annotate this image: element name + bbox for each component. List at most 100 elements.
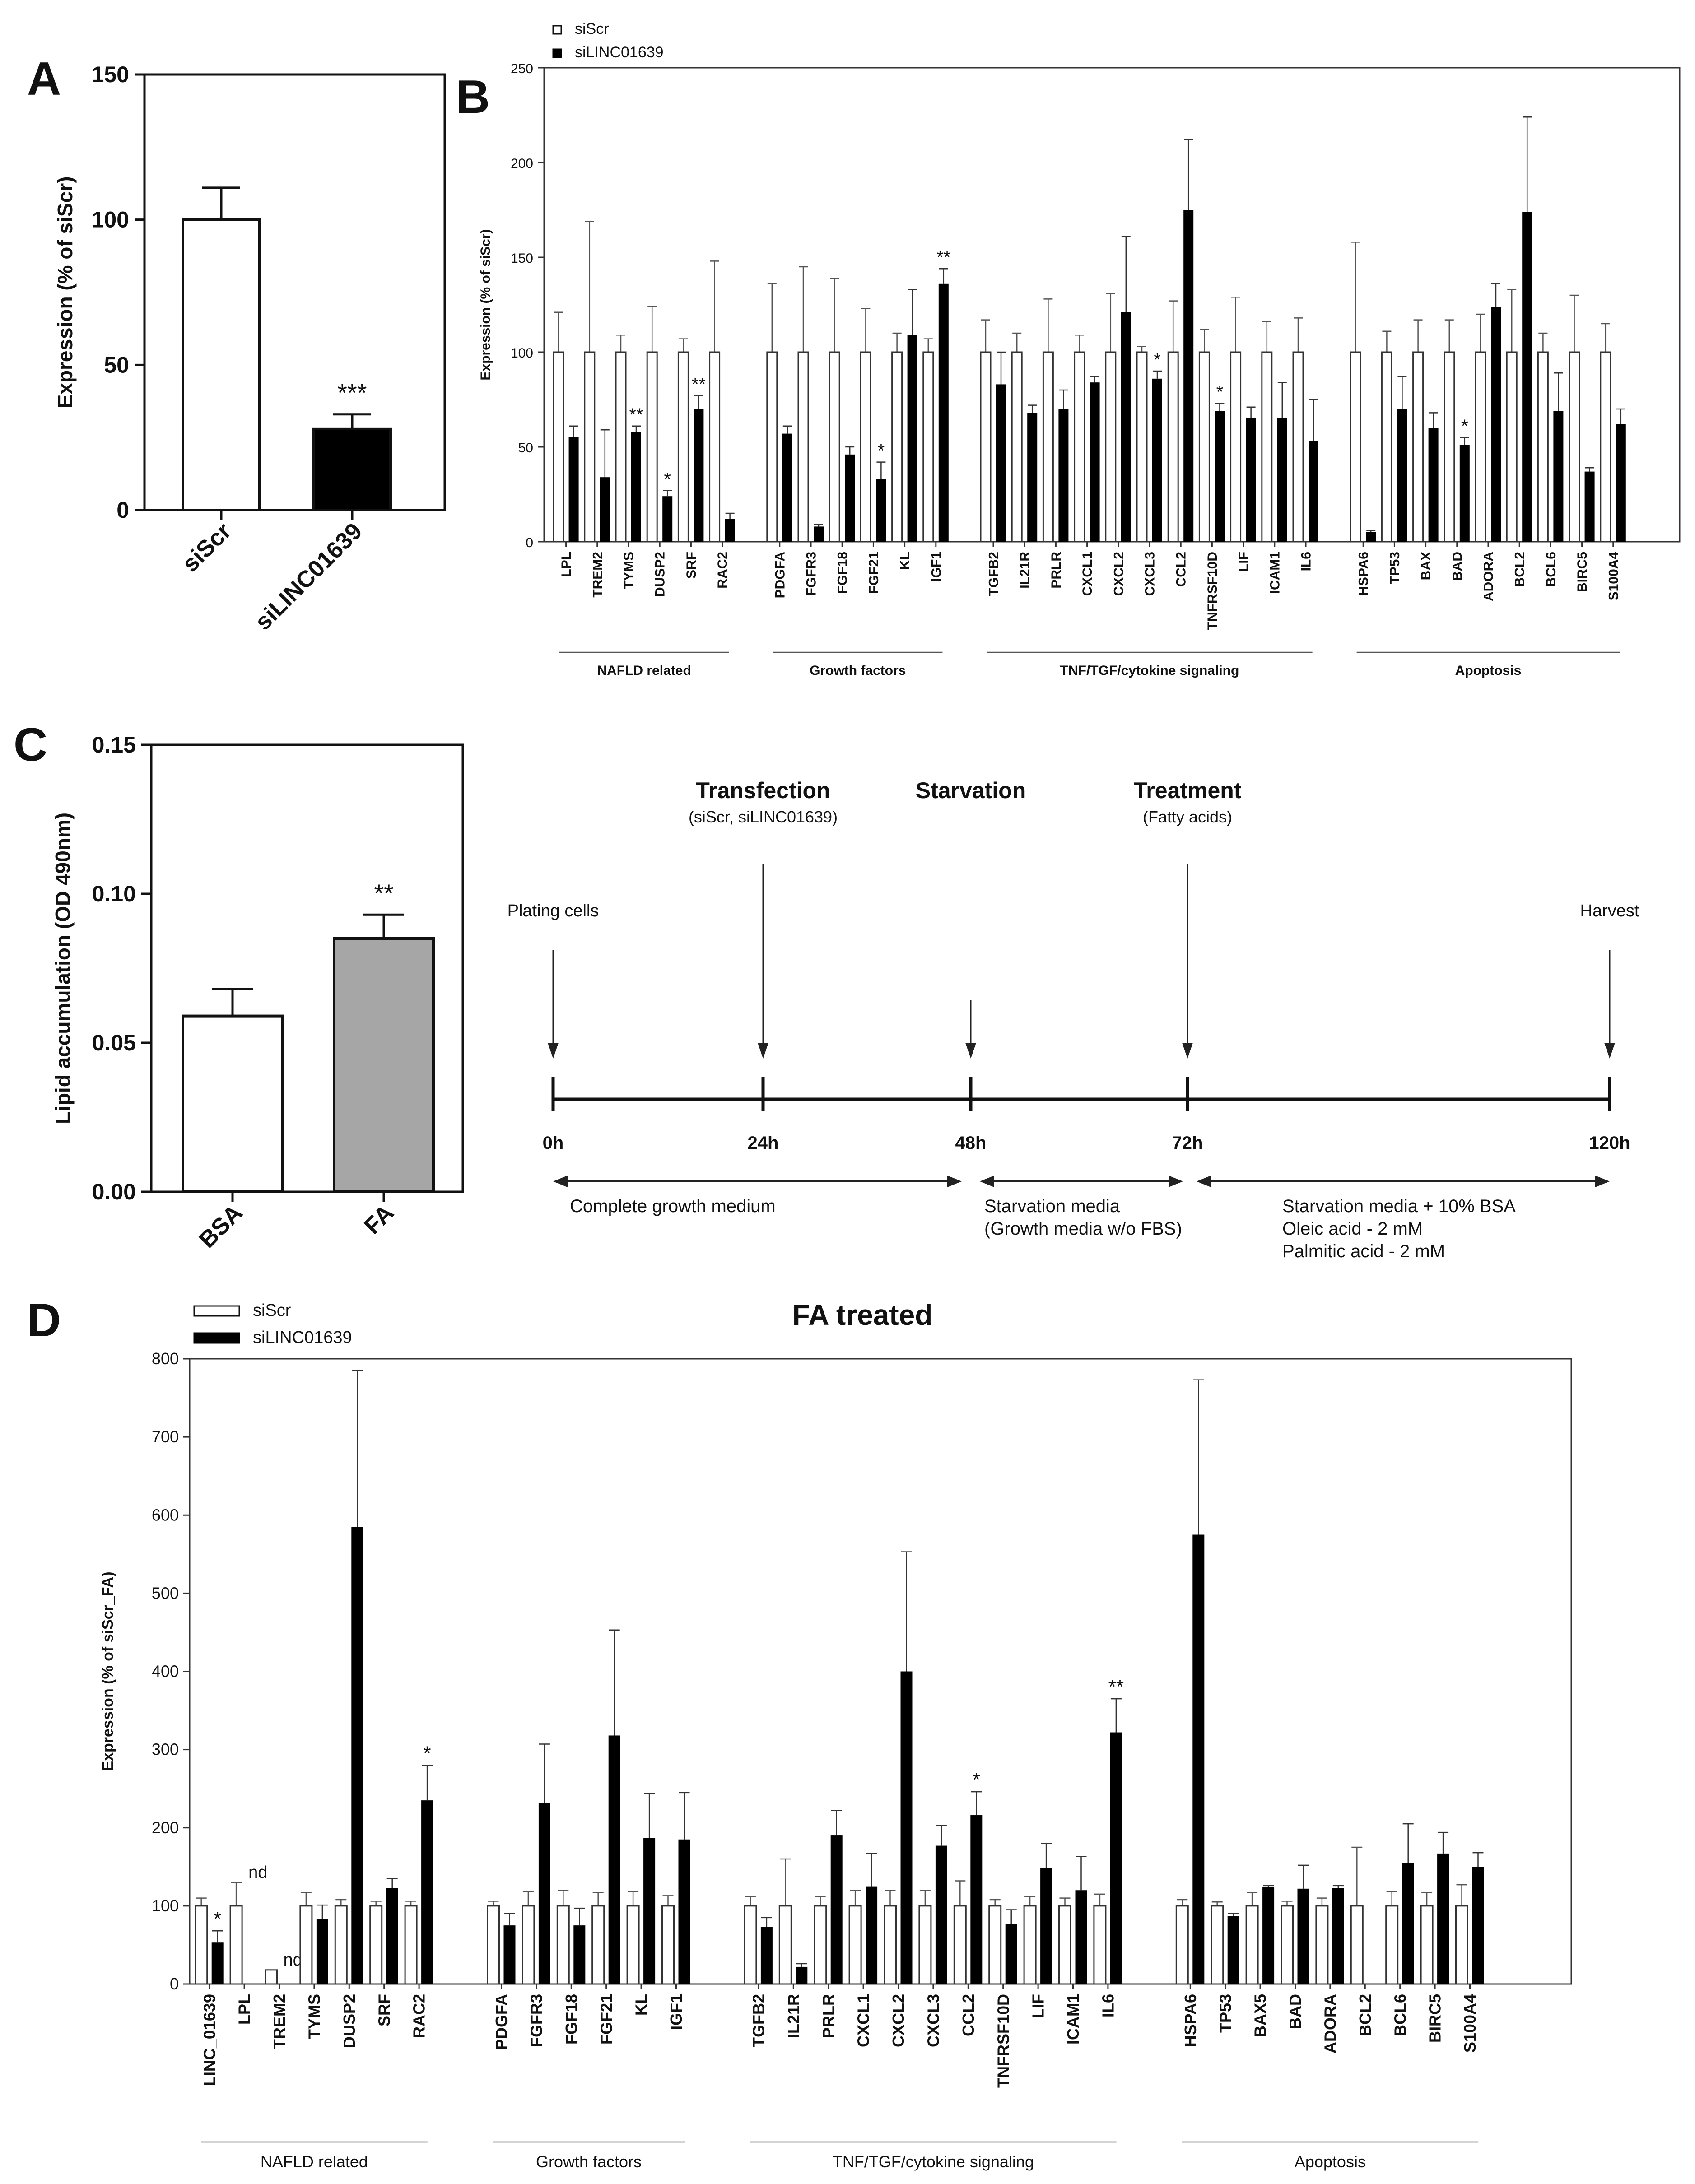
bar-siscr xyxy=(1475,351,1486,543)
bar-silinc xyxy=(643,1838,656,1984)
phase-description: Starvation media + 10% BSA xyxy=(1282,1196,1516,1216)
group-label: Apoptosis xyxy=(1295,2152,1366,2171)
x-tick-label: S100A4 xyxy=(1461,1994,1479,2053)
bar-silinc xyxy=(1152,378,1162,542)
x-tick-label: TP53 xyxy=(1388,552,1402,584)
group-label: Apoptosis xyxy=(1455,663,1522,678)
x-tick-label: BIRC5 xyxy=(1426,1994,1444,2043)
x-tick-label: TNFRSF10D xyxy=(994,1994,1012,2088)
bar-silinc xyxy=(935,1845,947,1984)
bar-siscr xyxy=(299,1905,313,1985)
x-tick-label: CXCL1 xyxy=(854,1994,873,2047)
bar-silinc xyxy=(1491,307,1501,542)
bar-siscr xyxy=(1105,351,1117,543)
y-tick-label: 700 xyxy=(152,1427,179,1446)
bar-siscr xyxy=(1261,351,1273,543)
bar-siscr xyxy=(334,1905,348,1985)
legend-label: siLINC01639 xyxy=(253,1328,352,1347)
timeline-event-subtitle: (siScr, siLINC01639) xyxy=(689,808,838,826)
bar-siscr xyxy=(1211,1905,1224,1985)
phase-description: Complete growth medium xyxy=(570,1196,776,1216)
group-label: NAFLD related xyxy=(261,2152,368,2171)
bar-silinc xyxy=(1246,418,1256,542)
x-tick-label: S100A4 xyxy=(1606,552,1621,601)
x-tick-label: CXCL1 xyxy=(1080,552,1095,596)
bar-silinc xyxy=(316,1919,328,1984)
bar-silinc xyxy=(1227,1916,1239,1984)
bar-siscr xyxy=(766,351,778,543)
bar-siscr xyxy=(891,351,903,543)
bar-siscr xyxy=(615,351,627,543)
x-tick-label: PRLR xyxy=(819,1994,838,2038)
bar-siscr xyxy=(860,351,871,543)
x-tick-label: RAC2 xyxy=(715,552,730,589)
bar-silinc xyxy=(830,1835,843,1984)
bar-silinc xyxy=(1110,1732,1122,1984)
panel-letter-a: A xyxy=(27,53,61,105)
bar-silinc xyxy=(1005,1924,1017,1984)
bar-siscr xyxy=(953,1905,967,1985)
bar-siscr xyxy=(797,351,809,543)
y-tick-label: 50 xyxy=(104,352,129,377)
x-tick-label: ICAM1 xyxy=(1267,552,1282,594)
x-tick-label: FGF21 xyxy=(866,552,881,594)
bar-silinc xyxy=(1277,418,1287,542)
x-tick-label: HSPA6 xyxy=(1181,1994,1200,2047)
x-tick-label: TYMS xyxy=(305,1994,324,2039)
x-tick-label: DUSP2 xyxy=(653,552,668,597)
y-tick-label: 600 xyxy=(152,1506,179,1524)
x-tick-label: IGF1 xyxy=(667,1994,685,2030)
significance-label: * xyxy=(664,469,671,489)
x-tick-label: ICAM1 xyxy=(1064,1994,1082,2045)
bar-siscr xyxy=(1412,351,1424,543)
bar-silinc xyxy=(938,283,949,542)
y-tick-label: 150 xyxy=(511,251,533,266)
x-tick-label: SRF xyxy=(375,1994,393,2026)
group-label: NAFLD related xyxy=(597,663,691,678)
panel-d-chart: 0 100 200 300 400 500 600 700 800 Expression (% o… xyxy=(99,1299,1572,2171)
bar-siscr xyxy=(1136,351,1148,543)
significance-label: * xyxy=(1216,382,1224,402)
bar-silinc xyxy=(568,437,579,542)
x-tick-label: IGF1 xyxy=(929,552,944,582)
x-tick-label: FGF18 xyxy=(562,1994,581,2045)
bar-siscr xyxy=(584,351,596,543)
bar-silinc xyxy=(1437,1853,1449,1984)
x-tick-label: BIRC5 xyxy=(1575,552,1590,592)
bar-siscr xyxy=(1042,351,1054,543)
x-tick-label: BCL2 xyxy=(1513,552,1527,587)
bar-silinc xyxy=(600,477,610,542)
y-tick-label: 500 xyxy=(152,1584,179,1602)
timeline-time-label: 0h xyxy=(543,1133,564,1153)
significance-label: ** xyxy=(629,405,643,425)
timeline-time-label: 120h xyxy=(1589,1133,1630,1153)
x-tick-label: LIF xyxy=(1236,552,1251,572)
x-tick-label: TREM2 xyxy=(590,552,605,598)
x-tick-label: FGFR3 xyxy=(527,1994,546,2047)
bar-siscr xyxy=(646,351,658,543)
x-tick-label: CCL2 xyxy=(959,1994,978,2036)
bar xyxy=(333,937,435,1193)
y-tick-label: 0.05 xyxy=(92,1030,136,1055)
y-tick-label: 200 xyxy=(511,156,533,171)
bar-silinc xyxy=(996,384,1006,542)
y-tick-label: 200 xyxy=(152,1818,179,1837)
bar-siscr xyxy=(829,351,840,543)
bar-siscr xyxy=(744,1905,757,1985)
timeline-event-title: Starvation xyxy=(916,778,1026,803)
bar-siscr xyxy=(661,1905,675,1985)
x-tick-label: CCL2 xyxy=(1174,552,1189,587)
timeline-arrow-head xyxy=(548,1043,559,1059)
bar-silinc xyxy=(796,1966,808,1984)
bar-silinc xyxy=(662,496,673,542)
bar-silinc xyxy=(760,1927,773,1984)
y-tick-label: 0 xyxy=(170,1975,179,1993)
legend-swatch-siscr xyxy=(193,1305,240,1317)
y-axis-label: Lipid accumulation (OD 490nm) xyxy=(51,813,75,1124)
bar-silinc xyxy=(876,479,886,542)
plot-frame xyxy=(143,73,446,511)
phase-arrow-head-right xyxy=(1169,1176,1183,1187)
panel-letter-b: B xyxy=(456,71,490,123)
x-tick-label: SRF xyxy=(684,552,699,579)
bar-silinc xyxy=(631,432,641,542)
